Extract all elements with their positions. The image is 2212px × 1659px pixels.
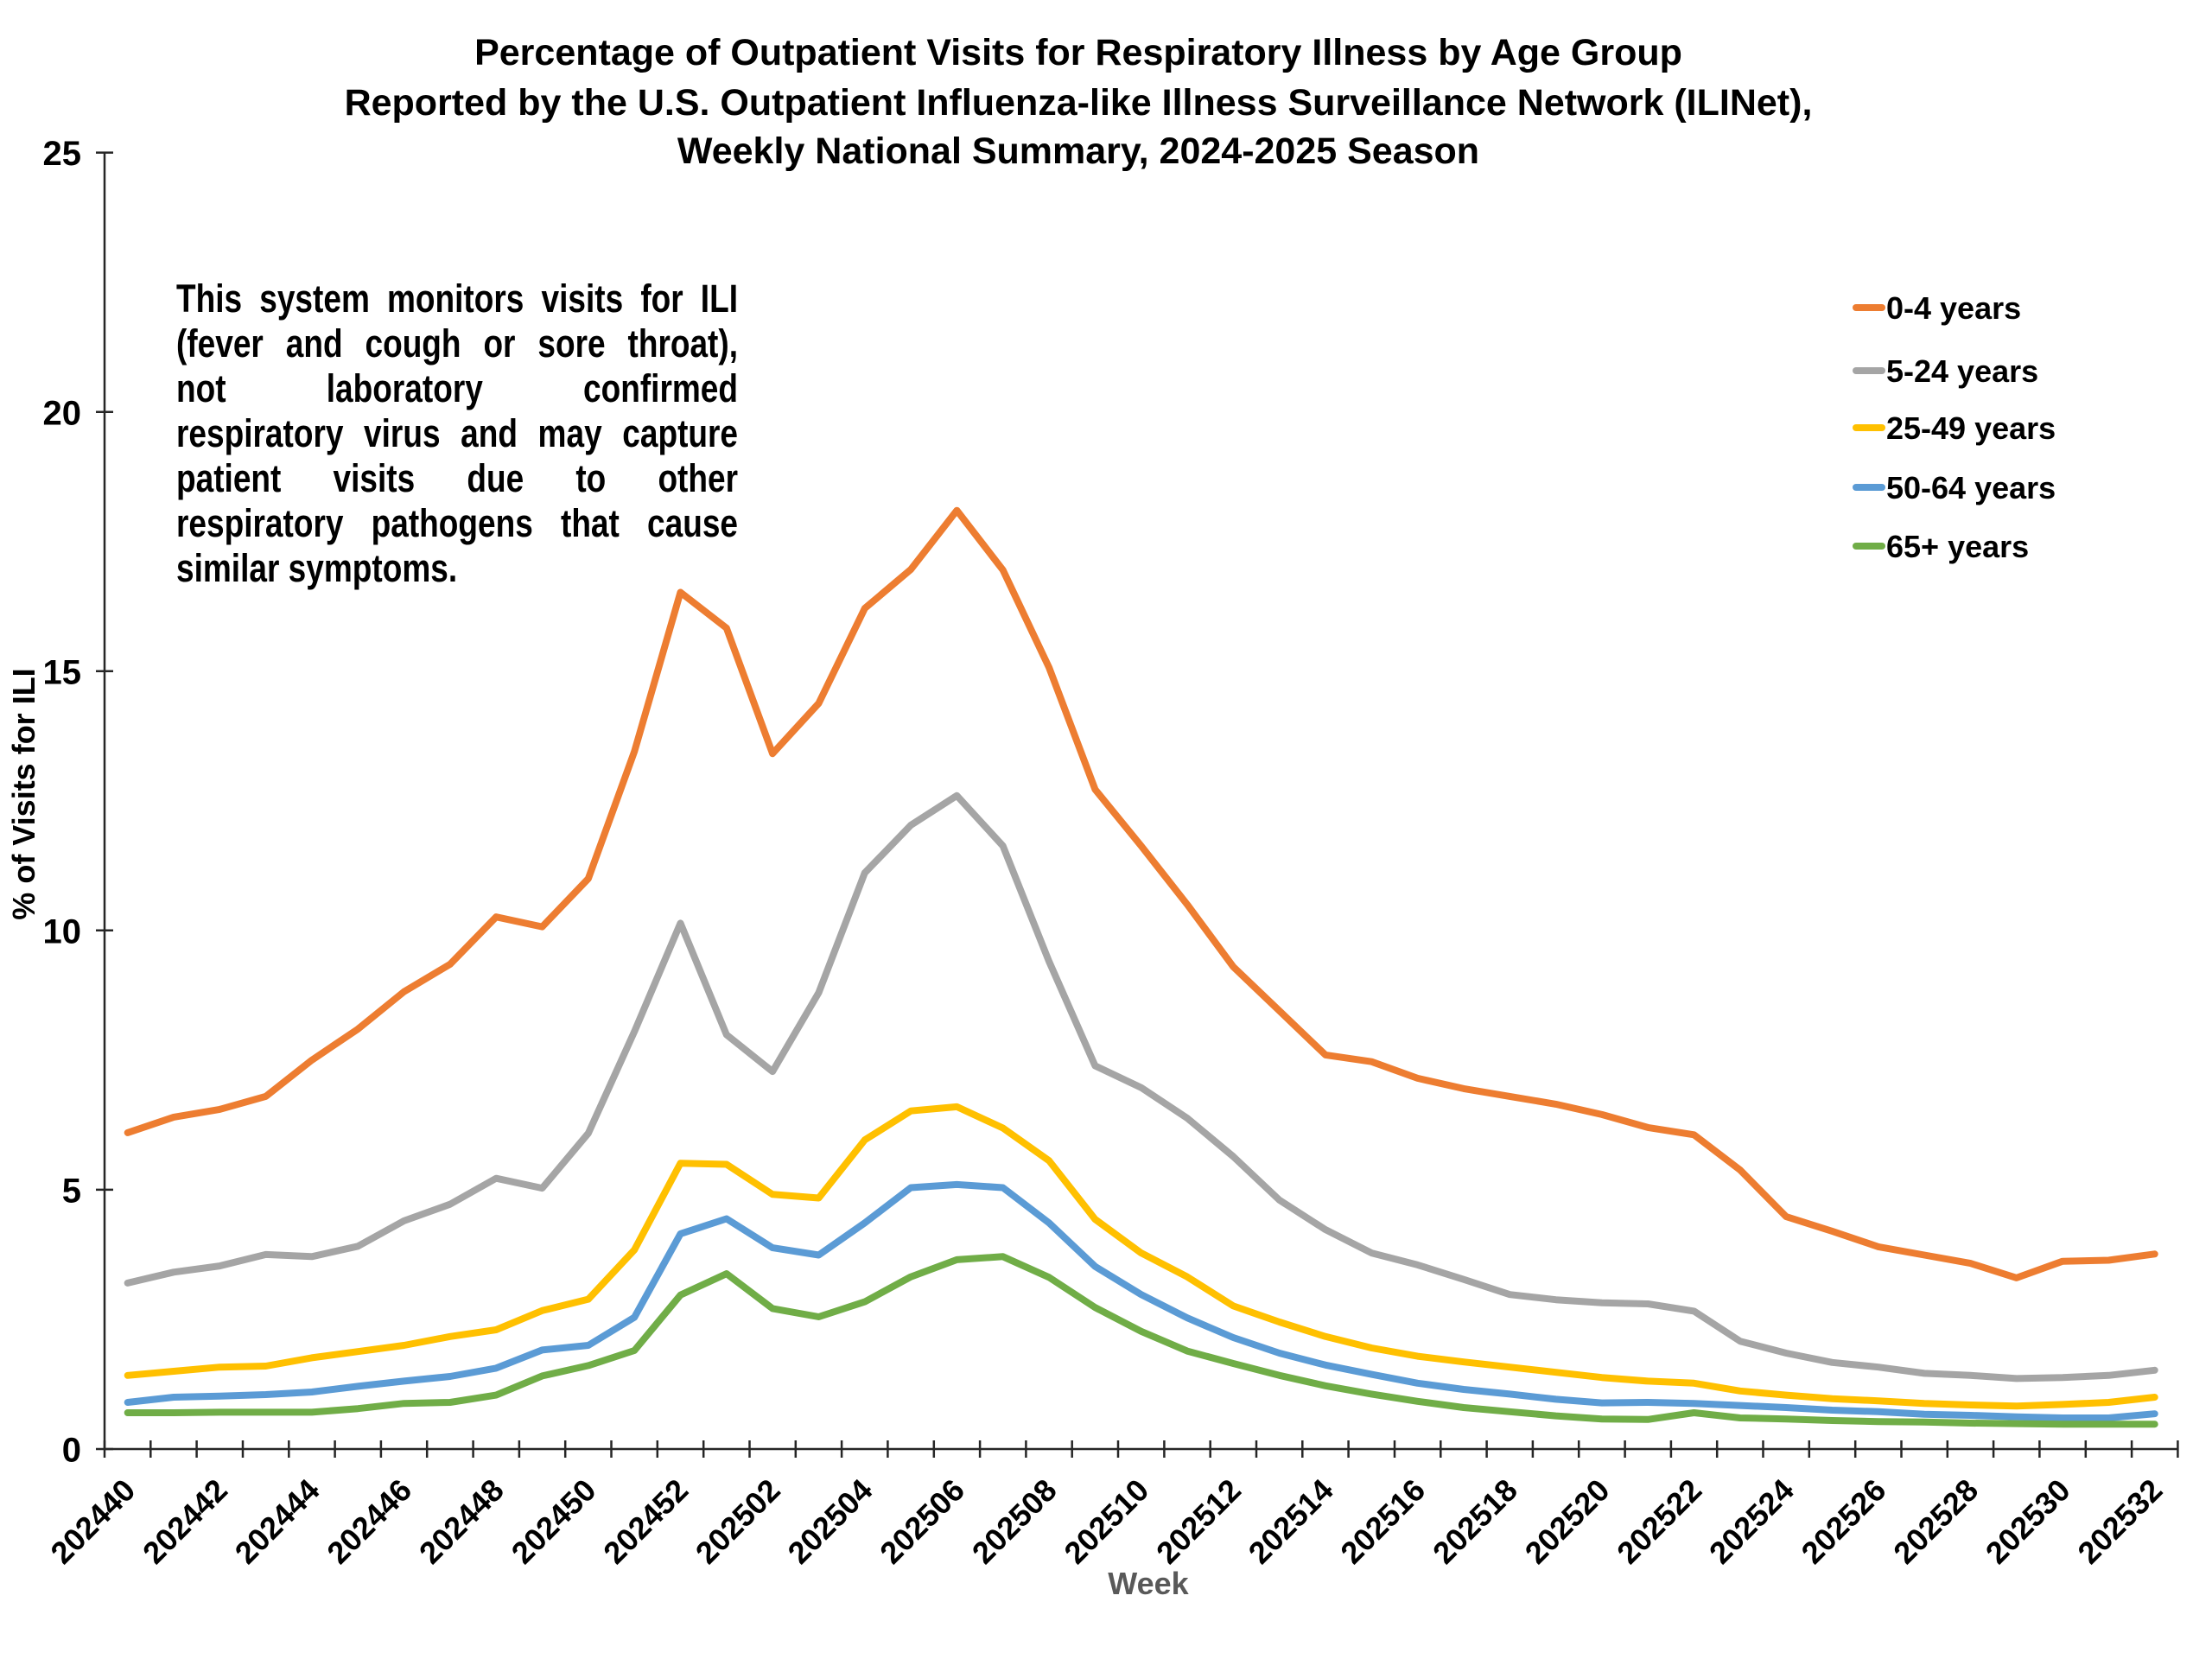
- svg-text:202514: 202514: [1242, 1472, 1340, 1571]
- svg-text:202526: 202526: [1795, 1472, 1893, 1571]
- svg-text:202530: 202530: [1979, 1472, 2077, 1571]
- svg-text:Reported by the U.S. Outpatien: Reported by the U.S. Outpatient Influenz…: [345, 82, 1813, 124]
- svg-text:202502: 202502: [689, 1472, 787, 1571]
- svg-text:Week: Week: [1108, 1566, 1189, 1601]
- svg-text:0-4 years: 0-4 years: [1886, 290, 2021, 326]
- svg-text:10: 10: [43, 912, 82, 950]
- svg-text:202512: 202512: [1149, 1472, 1248, 1571]
- svg-text:202446: 202446: [320, 1472, 418, 1571]
- svg-text:202440: 202440: [43, 1472, 142, 1571]
- svg-text:202516: 202516: [1333, 1472, 1432, 1571]
- svg-text:202528: 202528: [1886, 1472, 1985, 1571]
- svg-text:202448: 202448: [412, 1472, 511, 1571]
- svg-text:% of Visits for ILI: % of Visits for ILI: [6, 668, 41, 919]
- svg-text:202524: 202524: [1702, 1472, 1801, 1571]
- svg-text:202442: 202442: [136, 1472, 234, 1571]
- svg-text:15: 15: [43, 653, 82, 691]
- svg-text:20: 20: [43, 394, 82, 432]
- svg-text:5: 5: [62, 1173, 81, 1211]
- svg-text:202508: 202508: [965, 1472, 1064, 1571]
- svg-text:202506: 202506: [873, 1472, 971, 1571]
- svg-text:65+ years: 65+ years: [1886, 529, 2029, 564]
- svg-text:202510: 202510: [1057, 1472, 1155, 1571]
- svg-text:50-64 years: 50-64 years: [1886, 470, 2056, 505]
- svg-text:202450: 202450: [505, 1472, 603, 1571]
- svg-text:202532: 202532: [2070, 1472, 2169, 1571]
- svg-text:25-49 years: 25-49 years: [1886, 410, 2056, 446]
- svg-text:202518: 202518: [1426, 1472, 1524, 1571]
- svg-text:202452: 202452: [596, 1472, 695, 1571]
- svg-text:202444: 202444: [228, 1472, 327, 1571]
- svg-text:202504: 202504: [781, 1472, 880, 1571]
- svg-text:202522: 202522: [1610, 1472, 1708, 1571]
- svg-text:25: 25: [43, 135, 82, 173]
- svg-text:Percentage of Outpatient Visit: Percentage of Outpatient Visits for Resp…: [474, 32, 1682, 73]
- svg-text:5-24 years: 5-24 years: [1886, 353, 2038, 389]
- svg-text:0: 0: [62, 1432, 81, 1470]
- svg-text:202520: 202520: [1518, 1472, 1617, 1571]
- svg-text:Weekly National Summary, 2024-: Weekly National Summary, 2024-2025 Seaso…: [677, 130, 1479, 172]
